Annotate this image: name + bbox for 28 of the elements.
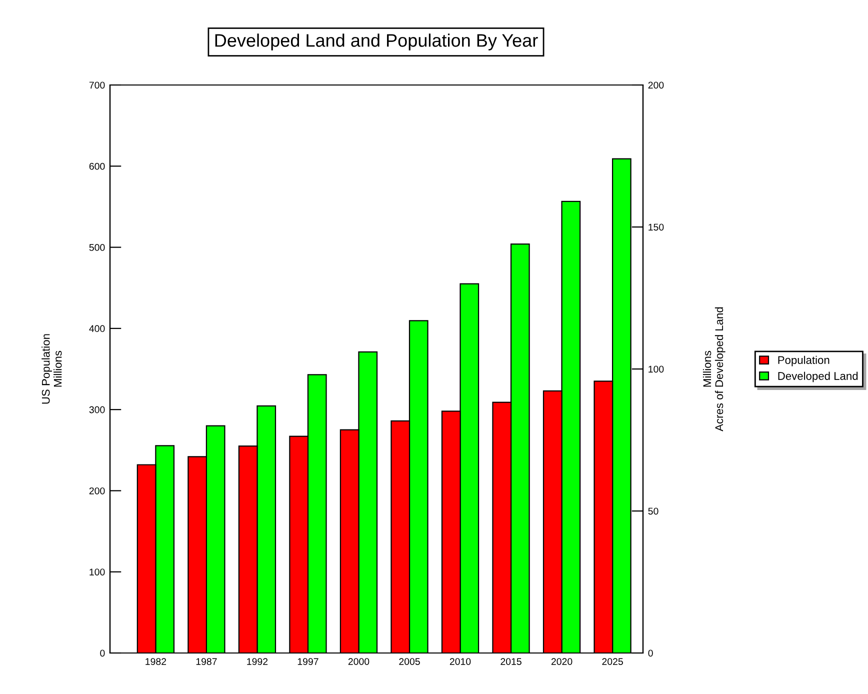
y-tick-label: 700 (89, 82, 105, 89)
chart-title: Developed Land and Population By Year (215, 34, 538, 50)
x-tick-label: 2025 (602, 658, 623, 665)
y-axis-title: US Population Millions (42, 334, 62, 404)
y2-tick-label: 50 (648, 508, 658, 515)
y2-tick-label: 200 (648, 82, 664, 89)
y2-axis-title: Millions Acres of Developed Land (702, 307, 726, 432)
y-tick-label: 600 (89, 162, 105, 170)
legend-label: Developed Land (778, 372, 858, 382)
x-tick-label: 1997 (298, 658, 318, 665)
legend-label: Population (778, 356, 830, 366)
x-tick-label: 2000 (348, 658, 370, 665)
y2-tick-label: 150 (648, 224, 664, 231)
y-tick-label: 300 (89, 406, 105, 414)
x-tick-label: 1992 (247, 658, 268, 665)
y-tick-label: 100 (90, 568, 105, 576)
y-tick-label: 0 (100, 650, 105, 657)
y-tick-label: 200 (89, 487, 105, 494)
y2-tick-label: 0 (648, 650, 653, 657)
x-tick-label: 2015 (500, 658, 522, 665)
x-tick-label: 1982 (146, 658, 166, 665)
x-tick-label: 2005 (399, 658, 420, 665)
y-tick-label: 400 (89, 325, 105, 332)
x-tick-label: 2010 (450, 658, 471, 665)
y2-tick-label: 100 (648, 366, 664, 373)
x-tick-label: 2020 (551, 658, 572, 665)
y-tick-label: 500 (89, 244, 105, 251)
x-tick-label: 1987 (196, 658, 217, 665)
